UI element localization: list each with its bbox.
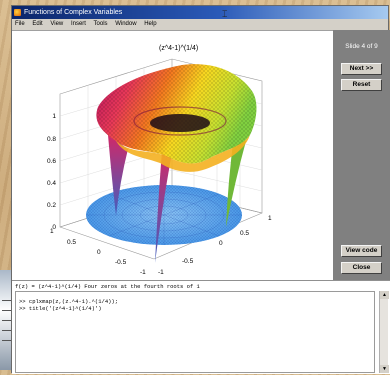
slide-counter: Slide 4 of 9 bbox=[345, 43, 378, 50]
menu-bar: File Edit View Insert Tools Window Help bbox=[12, 19, 388, 30]
y-tick-1: 1 bbox=[268, 215, 272, 222]
command-area: f(z) = (z^4-1)^(1/4) Four zeros at the f… bbox=[12, 280, 390, 374]
reset-button[interactable]: Reset bbox=[341, 79, 382, 91]
window-title: Functions of Complex Variables bbox=[24, 9, 123, 16]
menu-edit[interactable]: Edit bbox=[32, 21, 43, 27]
menu-view[interactable]: View bbox=[50, 21, 64, 27]
z-tick-0.4: 0.4 bbox=[47, 180, 56, 187]
z-tick-0.6: 0.6 bbox=[47, 158, 56, 165]
slide-control-panel: Slide 4 of 9 Next >> Reset View code Clo… bbox=[333, 30, 390, 280]
menu-help[interactable]: Help bbox=[144, 21, 157, 27]
menu-tools[interactable]: Tools bbox=[93, 21, 108, 27]
menu-window[interactable]: Window bbox=[115, 21, 137, 27]
x-tick-1: 1 bbox=[50, 228, 54, 235]
close-button[interactable]: Close bbox=[341, 262, 382, 274]
menu-insert[interactable]: Insert bbox=[70, 21, 86, 27]
z-tick-0: 0 bbox=[52, 224, 56, 231]
view-code-button[interactable]: View code bbox=[341, 245, 382, 257]
code-line-1: >> cplxmap(z,(z.^4-1).^(1/4)); bbox=[19, 298, 119, 305]
mouse-cursor-icon: ⌶ bbox=[222, 9, 228, 19]
y-tick-0.5: 0.5 bbox=[240, 230, 249, 237]
x-tick-0.5: 0.5 bbox=[67, 239, 76, 246]
plot-title: (z^4-1)^(1/4) bbox=[159, 45, 198, 52]
function-description: f(z) = (z^4-1)^(1/4) Four zeros at the f… bbox=[15, 283, 200, 290]
figure-window: Functions of Complex Variables File Edit… bbox=[11, 5, 390, 374]
x-tick-0: 0 bbox=[97, 249, 101, 256]
z-tick-0.2: 0.2 bbox=[47, 202, 56, 209]
code-scrollbar[interactable]: ▲ ▼ bbox=[379, 291, 389, 373]
x-tick-neg1: -1 bbox=[140, 269, 146, 276]
next-button[interactable]: Next >> bbox=[341, 63, 382, 75]
y-tick-neg1: -1 bbox=[158, 269, 164, 276]
y-tick-neg0.5: -0.5 bbox=[182, 258, 194, 265]
background-window-edge bbox=[0, 270, 14, 370]
menu-file[interactable]: File bbox=[15, 21, 25, 27]
matlab-icon bbox=[14, 9, 21, 16]
code-listbox[interactable]: >> cplxmap(z,(z.^4-1).^(1/4)); >> title(… bbox=[15, 291, 375, 373]
x-tick-neg0.5: -0.5 bbox=[115, 259, 127, 266]
surface-plot: (z^4-1)^(1/4) 0 0.2 0.4 0.6 0.8 1 1 0.5 … bbox=[47, 45, 272, 276]
scroll-up-icon[interactable]: ▲ bbox=[380, 291, 389, 299]
title-bar[interactable]: Functions of Complex Variables bbox=[12, 6, 388, 19]
z-tick-1: 1 bbox=[52, 113, 56, 120]
plot-area[interactable]: (z^4-1)^(1/4) 0 0.2 0.4 0.6 0.8 1 1 0.5 … bbox=[12, 30, 333, 280]
z-tick-0.8: 0.8 bbox=[47, 136, 56, 143]
y-tick-0: 0 bbox=[219, 240, 223, 247]
code-line-2: >> title('(z^4-1)^(1/4)') bbox=[19, 305, 102, 312]
scroll-down-icon[interactable]: ▼ bbox=[380, 365, 389, 373]
